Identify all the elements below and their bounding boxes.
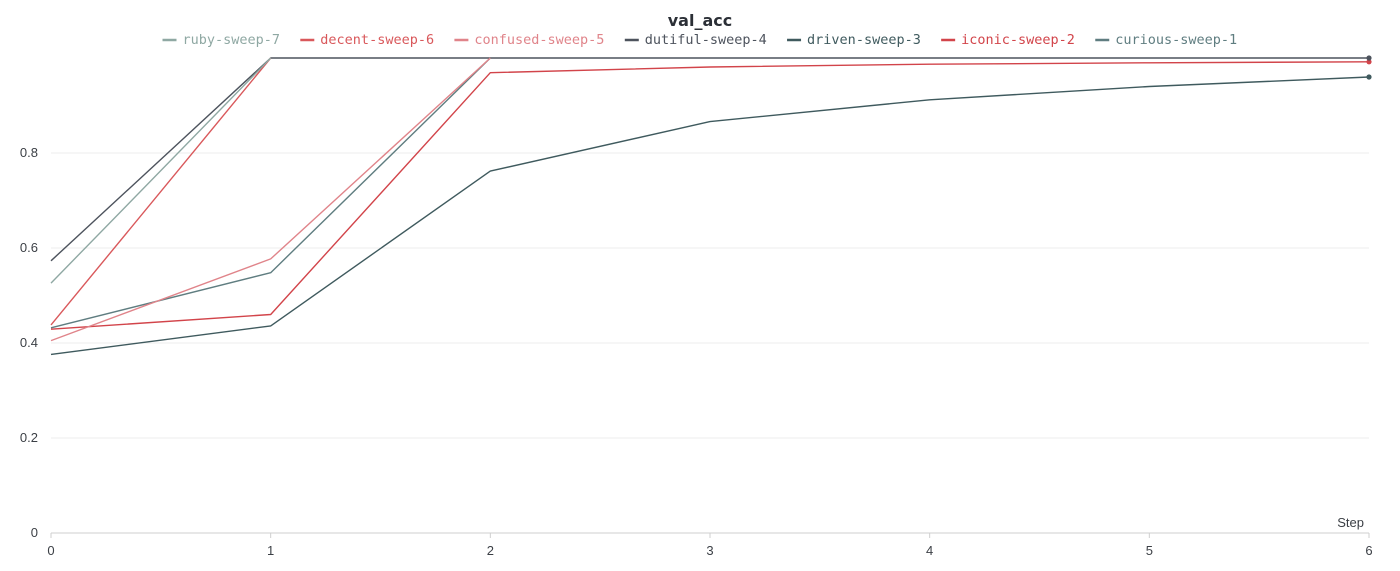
series-endpoint-dutiful-sweep-4 bbox=[1366, 55, 1372, 61]
legend-label: decent-sweep-6 bbox=[320, 32, 434, 48]
legend-label: ruby-sweep-7 bbox=[183, 32, 281, 48]
tick-labels: 0 0.2 0.4 0.6 0.8 0 1 2 3 4 5 6 bbox=[20, 145, 1373, 558]
series-line-driven-sweep-3 bbox=[50, 76, 1370, 356]
legend-label: confused-sweep-5 bbox=[474, 32, 604, 48]
x-tick-label: 5 bbox=[1146, 543, 1153, 558]
x-tick-label: 3 bbox=[706, 543, 713, 558]
axes bbox=[50, 532, 1370, 538]
gridlines bbox=[51, 152, 1369, 439]
legend-item-iconic-sweep-2[interactable]: iconic-sweep-2 bbox=[941, 32, 1075, 48]
x-tick-label: 6 bbox=[1365, 543, 1372, 558]
y-tick-label: 0.6 bbox=[20, 240, 38, 255]
series-line-dutiful-sweep-4 bbox=[50, 57, 1369, 262]
y-tick-label: 0.4 bbox=[20, 335, 38, 350]
y-tick-label: 0.8 bbox=[20, 145, 38, 160]
legend-label: driven-sweep-3 bbox=[807, 32, 921, 48]
legend: ruby-sweep-7 decent-sweep-6 confused-sweep… bbox=[162, 32, 1237, 48]
x-tick-label: 1 bbox=[267, 543, 274, 558]
series-line-confused-sweep-5 bbox=[50, 57, 491, 342]
y-tick-label: 0.2 bbox=[20, 430, 38, 445]
series-endpoint-driven-sweep-3 bbox=[1366, 74, 1372, 80]
x-tick-label: 0 bbox=[47, 543, 54, 558]
legend-item-decent-sweep-6[interactable]: decent-sweep-6 bbox=[300, 32, 434, 48]
series-line-decent-sweep-6 bbox=[50, 57, 272, 326]
x-tick-label: 2 bbox=[487, 543, 494, 558]
legend-label: curious-sweep-1 bbox=[1115, 32, 1237, 48]
legend-item-driven-sweep-3[interactable]: driven-sweep-3 bbox=[787, 32, 921, 48]
legend-label: iconic-sweep-2 bbox=[961, 32, 1075, 48]
chart-title: val_acc bbox=[668, 11, 732, 30]
legend-item-curious-sweep-1[interactable]: curious-sweep-1 bbox=[1095, 32, 1237, 48]
x-axis-title: Step bbox=[1337, 515, 1364, 530]
x-tick-label: 4 bbox=[926, 543, 933, 558]
y-tick-label: 0 bbox=[31, 525, 38, 540]
series-line-curious-sweep-1 bbox=[50, 57, 491, 329]
series-line-iconic-sweep-2 bbox=[50, 61, 1370, 330]
series-endpoint-iconic-sweep-2 bbox=[1366, 59, 1372, 65]
legend-item-dutiful-sweep-4[interactable]: dutiful-sweep-4 bbox=[624, 32, 767, 48]
series-lines bbox=[50, 55, 1372, 356]
legend-item-ruby-sweep-7[interactable]: ruby-sweep-7 bbox=[162, 32, 281, 48]
legend-item-confused-sweep-5[interactable]: confused-sweep-5 bbox=[454, 32, 604, 48]
series-line-ruby-sweep-7 bbox=[50, 57, 272, 284]
legend-label: dutiful-sweep-4 bbox=[645, 32, 767, 48]
